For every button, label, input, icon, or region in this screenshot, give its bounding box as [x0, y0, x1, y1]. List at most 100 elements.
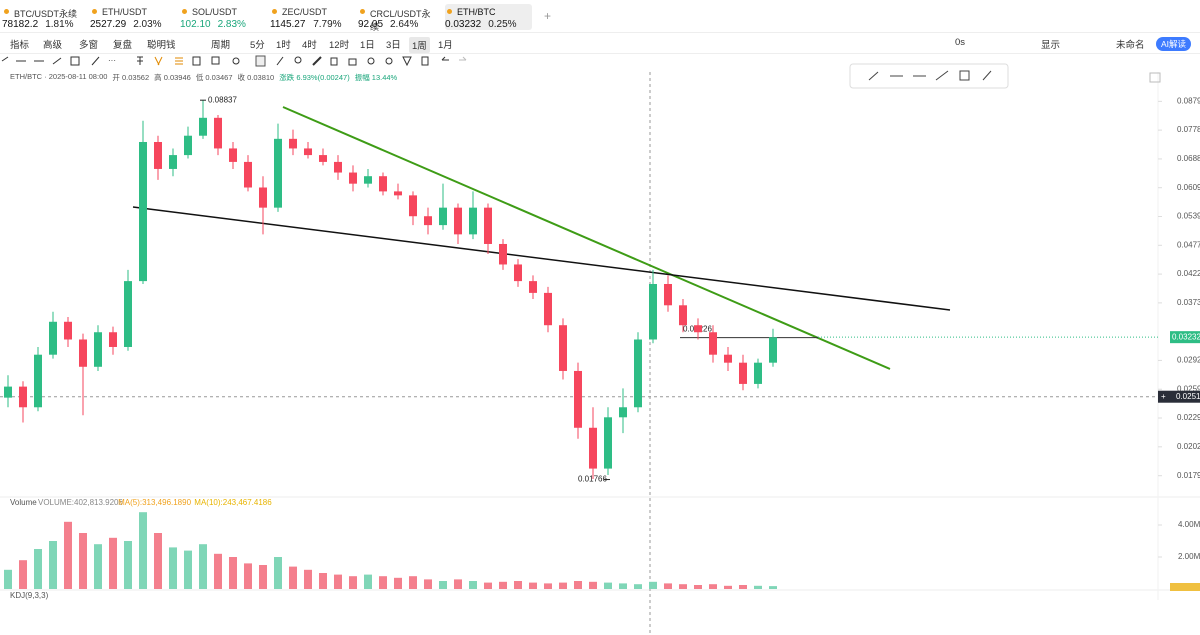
tool-filter[interactable] [402, 56, 412, 67]
volume-title: Volume [10, 498, 37, 507]
tool-magnet[interactable] [255, 55, 266, 67]
candle-body [499, 243, 507, 265]
crosshair-plus: + [1161, 392, 1166, 401]
legend-item: ETH/BTC · 2025-08-11 08:00 [10, 72, 108, 81]
candle-body [529, 281, 537, 293]
tool-undo[interactable] [441, 56, 449, 61]
ticker[interactable]: CRCL/USDT永续 92.05 2.64% [358, 4, 438, 32]
tool-measure[interactable] [211, 56, 220, 65]
tool-trend[interactable] [52, 57, 62, 65]
ticker[interactable]: SOL/USDT 102.10 2.83% [180, 4, 260, 30]
tool-ruler[interactable] [276, 56, 284, 66]
volume-bar [664, 583, 672, 589]
toolbar-item[interactable]: 聪明钱 [147, 40, 176, 51]
volume-bar [709, 584, 717, 589]
candle-body [349, 172, 357, 184]
palette-brush[interactable] [982, 70, 992, 81]
volume-bar [49, 541, 57, 589]
tool-rect[interactable] [70, 56, 80, 66]
y-tick-label: 0.06095 [1177, 183, 1200, 192]
toolbar-right-item[interactable]: 0s [955, 37, 966, 48]
candle-body [289, 138, 297, 149]
period-button[interactable]: 5分 [250, 40, 265, 51]
tool-eye[interactable] [367, 57, 375, 65]
tool-line[interactable] [1, 56, 9, 62]
tool-lock2[interactable] [348, 58, 357, 66]
volume-bar [694, 585, 702, 589]
period-button[interactable]: 12时 [329, 40, 350, 51]
candle-body [454, 207, 462, 235]
last-price-box [1170, 331, 1200, 344]
y-tick-label: 0.01795 [1177, 471, 1200, 480]
volume-bar [139, 512, 147, 589]
tool-zoom[interactable] [294, 56, 302, 64]
ticker[interactable]: ETH/USDT 2527.29 2.03% [90, 4, 170, 30]
tool-lock[interactable] [330, 57, 338, 66]
volume-bar [229, 557, 237, 589]
ticker[interactable]: BTC/USDT永续 78182.2 1.81% [2, 4, 82, 30]
tool-redo[interactable] [459, 56, 467, 61]
toolbar-item[interactable]: 复盘 [113, 40, 133, 51]
volume-bar [499, 581, 507, 589]
period-button[interactable]: 1时 [276, 40, 291, 51]
volume-bar [199, 544, 207, 589]
candle-body [544, 292, 552, 326]
expand-icon[interactable] [1149, 72, 1161, 83]
volume-last-box [1170, 583, 1200, 591]
toolbar-item[interactable]: 多窗 [79, 40, 99, 51]
palette-line[interactable] [868, 71, 879, 81]
trend-line[interactable] [132, 206, 951, 311]
toolbar-right-item[interactable]: AI解读 [1156, 37, 1192, 51]
palette-rect[interactable] [959, 70, 970, 81]
period-button[interactable]: 3日 [386, 40, 401, 51]
volume-bar [739, 585, 747, 589]
legend-item: 高 0.03946 [154, 73, 191, 82]
y-tick-label: 0.02293 [1177, 413, 1200, 422]
candle-body [199, 117, 207, 136]
candle-body [244, 161, 252, 188]
tool-text[interactable] [232, 57, 240, 65]
tool-pen[interactable] [312, 56, 322, 66]
volume-bar [259, 565, 267, 589]
period-button[interactable]: 1月 [438, 40, 453, 51]
palette-trend[interactable] [935, 70, 949, 81]
tool-more[interactable]: ··· [108, 56, 116, 65]
toolbar-item[interactable]: 周期 [211, 40, 231, 51]
volume-bar [409, 576, 417, 589]
ticker[interactable]: ETH/BTC 0.03232 0.25% [445, 4, 532, 30]
toolbar-item[interactable]: 指标 [10, 40, 30, 51]
coin-icon [182, 9, 187, 14]
volume-bar [4, 569, 12, 589]
period-button[interactable]: 1周 [409, 37, 430, 53]
candle-body [94, 332, 102, 367]
trend-line[interactable] [282, 106, 891, 370]
y-tick-label: 0.08794 [1177, 96, 1200, 105]
candle-body [364, 176, 372, 184]
tool-pattern[interactable] [154, 56, 163, 66]
candle-body [649, 283, 657, 340]
ticker-symbol: ETH/USDT [102, 7, 147, 17]
y-tick-label: 0.04773 [1177, 240, 1200, 249]
legend-item: 振幅 13.44% [354, 73, 398, 82]
toolbar-right-item[interactable]: 未命名 [1116, 40, 1145, 51]
volume-bar [274, 557, 282, 589]
toolbar-item[interactable]: 高级 [43, 40, 63, 51]
tool-fib[interactable] [137, 56, 143, 65]
ticker[interactable]: ZEC/USDT 1145.27 7.79% [270, 4, 350, 30]
y-tick-label: 0.02029 [1177, 442, 1200, 451]
candle-body [754, 362, 762, 384]
tool-gann[interactable] [175, 57, 183, 65]
volume-bar [724, 585, 732, 589]
toolbar-right-item[interactable]: 显示 [1041, 40, 1061, 51]
tool-brush[interactable] [91, 56, 100, 66]
volume-bar [619, 583, 627, 589]
candle-body [664, 283, 672, 306]
tool-position[interactable] [192, 56, 201, 66]
tool-visibility[interactable] [385, 57, 393, 65]
candle-body [634, 339, 642, 408]
period-button[interactable]: 4时 [302, 40, 317, 51]
volume-bar [319, 573, 327, 589]
tool-delete[interactable] [421, 56, 429, 66]
add-ticker[interactable]: + [544, 9, 552, 23]
period-button[interactable]: 1日 [360, 40, 375, 51]
